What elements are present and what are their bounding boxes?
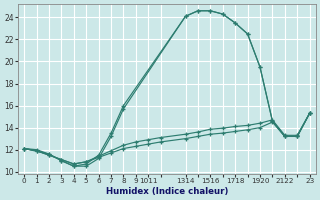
X-axis label: Humidex (Indice chaleur): Humidex (Indice chaleur) xyxy=(106,187,228,196)
